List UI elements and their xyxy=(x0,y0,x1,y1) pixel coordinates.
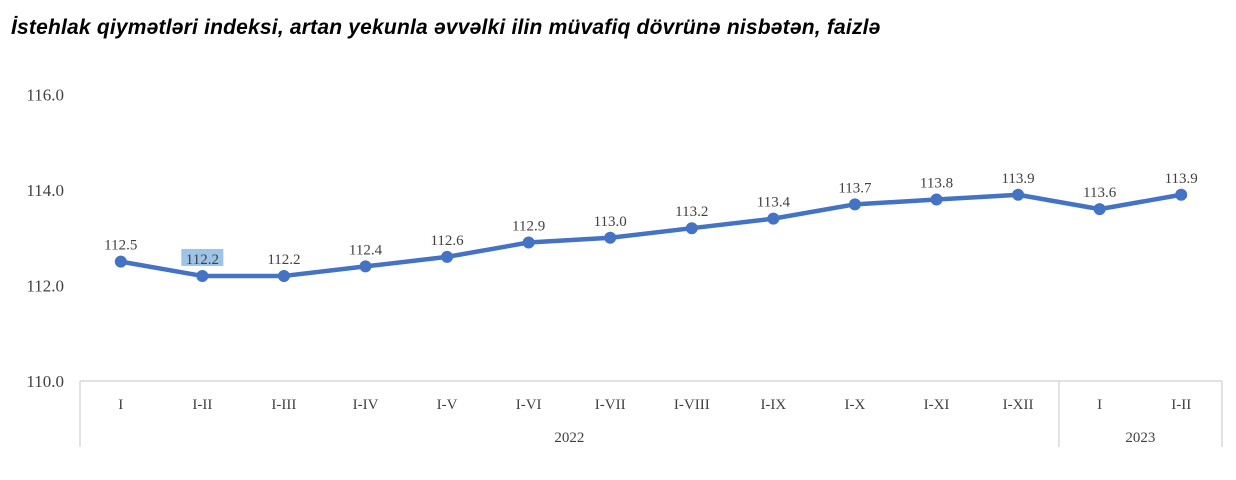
data-label: 112.4 xyxy=(349,242,383,258)
x-tick-label: I-XI xyxy=(924,397,950,413)
data-point xyxy=(930,193,943,206)
data-point xyxy=(1175,188,1188,201)
data-label: 113.8 xyxy=(920,176,953,192)
data-point xyxy=(522,236,535,249)
data-point xyxy=(1093,203,1106,216)
data-label: 112.5 xyxy=(104,238,137,254)
data-point xyxy=(196,269,209,282)
x-tick-label: I-II xyxy=(1171,397,1191,413)
x-tick-label: I-VIII xyxy=(674,397,710,413)
data-label: 112.6 xyxy=(430,233,464,249)
y-tick-label: 114.0 xyxy=(26,181,64,200)
x-group-label: 2022 xyxy=(554,430,584,446)
x-tick-label: I-VII xyxy=(595,397,626,413)
series-line xyxy=(120,192,1182,279)
data-point xyxy=(848,198,861,211)
data-point xyxy=(604,231,617,244)
x-tick-label: I-X xyxy=(845,397,866,413)
x-tick-label: I xyxy=(118,397,123,413)
data-label: 113.7 xyxy=(838,180,872,196)
data-point xyxy=(441,250,454,263)
y-tick-label: 112.0 xyxy=(26,277,64,296)
data-point xyxy=(1012,188,1025,201)
y-tick-label: 116.0 xyxy=(26,86,64,105)
x-tick-label: I-II xyxy=(192,397,212,413)
y-tick-label: 110.0 xyxy=(26,372,64,391)
x-tick-label: I-V xyxy=(437,397,458,413)
data-label: 113.9 xyxy=(1001,171,1034,187)
data-label: 113.2 xyxy=(675,204,708,220)
data-label: 113.9 xyxy=(1165,171,1198,187)
x-tick-label: I xyxy=(1097,397,1102,413)
data-point xyxy=(359,260,372,273)
data-label: 113.4 xyxy=(757,195,791,211)
data-label: 112.9 xyxy=(512,219,545,235)
data-point xyxy=(114,255,127,268)
x-tick-label: I-XII xyxy=(1003,397,1034,413)
data-label: 113.6 xyxy=(1083,185,1117,201)
x-tick-label: I-VI xyxy=(516,397,542,413)
x-tick-label: I-III xyxy=(271,397,296,413)
data-label: 112.2 xyxy=(186,252,219,268)
x-tick-label: I-IV xyxy=(353,397,379,413)
x-group-label: 2023 xyxy=(1125,430,1155,446)
x-tick-label: I-IX xyxy=(760,397,786,413)
data-point xyxy=(685,222,698,235)
data-label: 112.2 xyxy=(267,252,300,268)
chart-title: İstehlak qiymətləri indeksi, artan yekun… xyxy=(11,16,881,39)
label-highlight xyxy=(181,248,224,266)
data-point xyxy=(767,212,780,225)
data-label: 113.0 xyxy=(594,214,627,230)
data-point xyxy=(277,269,290,282)
